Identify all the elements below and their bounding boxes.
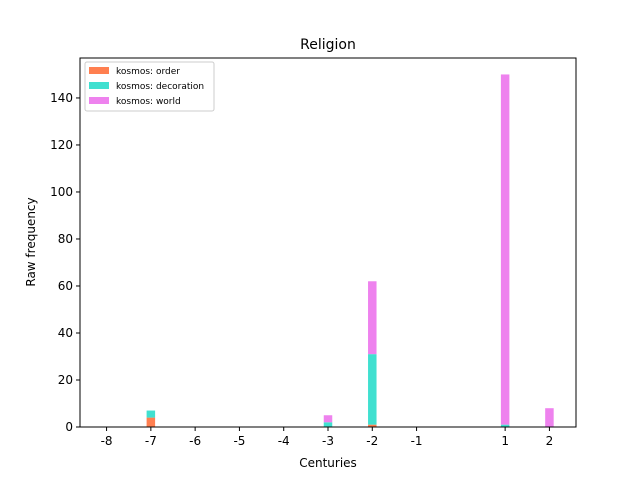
y-tick-label: 100 [50, 185, 73, 199]
y-axis-title: Raw frequency [24, 197, 38, 286]
y-tick-label: 60 [58, 279, 73, 293]
x-axis: -8 -7 -6 -5 -4 -3 -2 -1 1 2 [101, 427, 554, 448]
y-tick-label: 140 [50, 91, 73, 105]
x-tick-label: -6 [189, 434, 201, 448]
bar-s1-x8 [500, 424, 510, 427]
x-axis-title: Centuries [299, 456, 357, 470]
bar-s2-x9 [545, 408, 554, 427]
x-tick-label: 1 [501, 434, 509, 448]
bar-s2-x6 [368, 281, 377, 355]
chart-title: Religion [300, 37, 356, 53]
bar-s0-x6 [368, 424, 377, 427]
x-tick-label: -8 [101, 434, 113, 448]
bar-s2-x8 [500, 74, 510, 425]
x-tick-label: -3 [322, 434, 334, 448]
x-tick-label: -5 [233, 434, 245, 448]
y-tick-label: 120 [50, 138, 73, 152]
y-tick-label: 40 [58, 326, 73, 340]
x-tick-label: 2 [546, 434, 554, 448]
x-tick-label: -7 [145, 434, 157, 448]
bar-s1-x5 [323, 422, 333, 427]
bar-s0-x1 [146, 417, 156, 427]
legend-label-0: kosmos: order [116, 67, 180, 77]
legend-swatch-1 [89, 82, 109, 89]
legend: kosmos: order kosmos: decoration kosmos: w… [84, 61, 215, 112]
bar-s2-x5 [323, 415, 333, 423]
legend-label-1: kosmos: decoration [116, 82, 204, 92]
legend-box [84, 61, 215, 112]
legend-swatch-0 [89, 67, 109, 74]
legend-label-2: kosmos: world [116, 97, 181, 107]
y-tick-label: 80 [58, 232, 73, 246]
bar-s1-x6 [368, 354, 377, 425]
x-tick-label: -4 [278, 434, 290, 448]
bar-s1-x1 [146, 410, 156, 418]
x-tick-label: -1 [411, 434, 423, 448]
bars-layer [146, 74, 554, 427]
y-tick-label: 0 [65, 420, 73, 434]
y-tick-label: 20 [58, 373, 73, 387]
y-axis: 0 20 40 60 80 100 120 140 [50, 91, 80, 434]
x-tick-label: -2 [366, 434, 378, 448]
legend-swatch-2 [89, 97, 109, 104]
